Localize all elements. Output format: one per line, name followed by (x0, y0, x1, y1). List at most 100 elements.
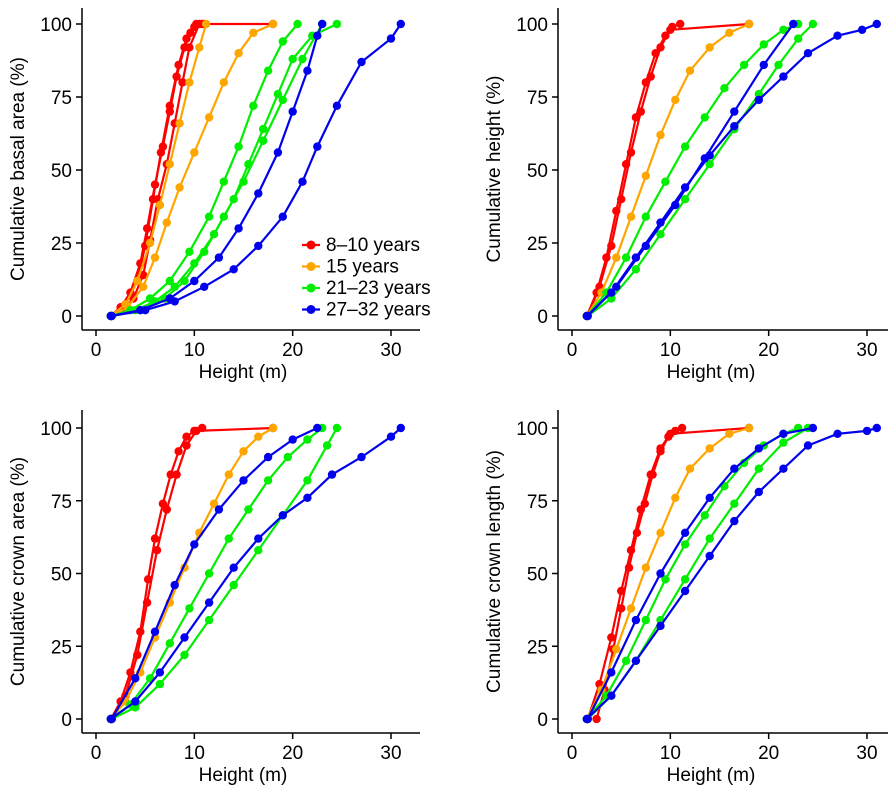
x-tick-label: 0 (567, 743, 578, 764)
y-tick-label: 50 (51, 565, 72, 586)
data-point (636, 505, 645, 514)
series-15-years (107, 19, 278, 321)
legend-entry-label: 21–23 years (326, 278, 431, 299)
data-point (185, 78, 194, 87)
data-point (671, 493, 680, 502)
data-point (754, 95, 763, 105)
data-point (239, 447, 248, 456)
data-point (298, 177, 307, 186)
data-point (298, 54, 307, 64)
data-point (872, 19, 881, 29)
series-line (586, 426, 750, 720)
y-axis-title: Cumulative height (%) (484, 76, 505, 263)
data-point (705, 43, 714, 52)
data-point (180, 633, 189, 642)
data-point (327, 470, 337, 479)
data-point (396, 19, 405, 29)
data-point (239, 476, 248, 485)
data-point (631, 656, 641, 665)
data-point (754, 89, 763, 99)
data-point (730, 107, 739, 116)
data-point (150, 253, 160, 262)
data-point (131, 703, 140, 712)
data-point (214, 505, 224, 514)
data-point (288, 54, 297, 64)
data-point (268, 423, 278, 433)
data-point (705, 534, 714, 543)
data-point (677, 423, 687, 433)
data-point (162, 218, 171, 227)
data-point (666, 25, 675, 34)
y-axis-title: Cumulative crown area (%) (8, 457, 29, 686)
data-point (617, 586, 626, 596)
series-line (110, 427, 402, 720)
data-point (617, 604, 626, 613)
data-point (700, 154, 709, 163)
data-point (680, 586, 690, 596)
data-point (254, 432, 263, 441)
data-point (313, 31, 322, 40)
data-point (204, 598, 214, 607)
data-point (190, 148, 199, 157)
data-point (656, 43, 665, 52)
series-line (110, 427, 323, 720)
data-point (190, 259, 199, 268)
legend-entry-label: 27–32 years (326, 300, 431, 321)
data-point (283, 452, 292, 462)
legend-swatch-marker (306, 262, 316, 271)
panel-bottom-left: 0 25 50 75 100 0 10 20 30 Height (m) Cumulative cr… (8, 410, 420, 786)
series-15-years (582, 423, 754, 724)
y-tick-label: 0 (61, 307, 72, 328)
y-tick-label: 0 (537, 307, 548, 328)
x-tick-label: 10 (184, 340, 205, 361)
data-point (273, 148, 283, 157)
data-point (229, 563, 238, 572)
data-point (705, 160, 714, 169)
data-point (204, 615, 214, 625)
data-point (152, 546, 162, 555)
data-point (705, 444, 714, 453)
data-point (155, 679, 165, 689)
x-tick-label: 20 (758, 340, 779, 361)
data-point (680, 195, 690, 204)
data-point (278, 212, 287, 221)
x-tick-label: 10 (660, 340, 681, 361)
data-point (273, 89, 283, 99)
data-point (396, 423, 405, 433)
panel-bottom-right: 0 25 50 75 100 0 10 20 30 Height (m) Cumulative cr… (484, 410, 888, 786)
data-point (180, 650, 189, 660)
data-point (759, 40, 768, 49)
data-point (172, 470, 181, 479)
data-point (656, 130, 665, 140)
series-line (585, 22, 750, 317)
data-point (754, 444, 763, 453)
series-27-32-years (582, 423, 881, 724)
data-point (107, 714, 116, 724)
data-point (700, 511, 709, 520)
data-point (204, 212, 214, 221)
data-point (170, 297, 179, 306)
y-tick-label: 25 (527, 637, 548, 658)
data-point (190, 540, 199, 549)
y-axis-title: Cumulative basal area (%) (8, 57, 29, 281)
data-point (779, 72, 788, 81)
series-8-10-years (106, 19, 278, 321)
data-point (239, 177, 248, 186)
data-point (254, 534, 263, 543)
data-point (313, 423, 322, 433)
data-point (219, 212, 228, 221)
data-point (621, 656, 631, 665)
series-21-23-years (583, 19, 818, 321)
x-tick-label: 30 (380, 743, 401, 764)
legend-entry-label: 8–10 years (326, 235, 420, 256)
data-point (224, 534, 233, 543)
legend-entry-label: 15 years (326, 257, 399, 278)
data-point (200, 282, 209, 291)
data-point (162, 505, 171, 514)
series-line (586, 22, 878, 317)
data-point (656, 230, 665, 239)
data-point (754, 464, 763, 473)
series-line (110, 427, 318, 720)
data-point (185, 43, 194, 52)
data-point (700, 113, 709, 122)
